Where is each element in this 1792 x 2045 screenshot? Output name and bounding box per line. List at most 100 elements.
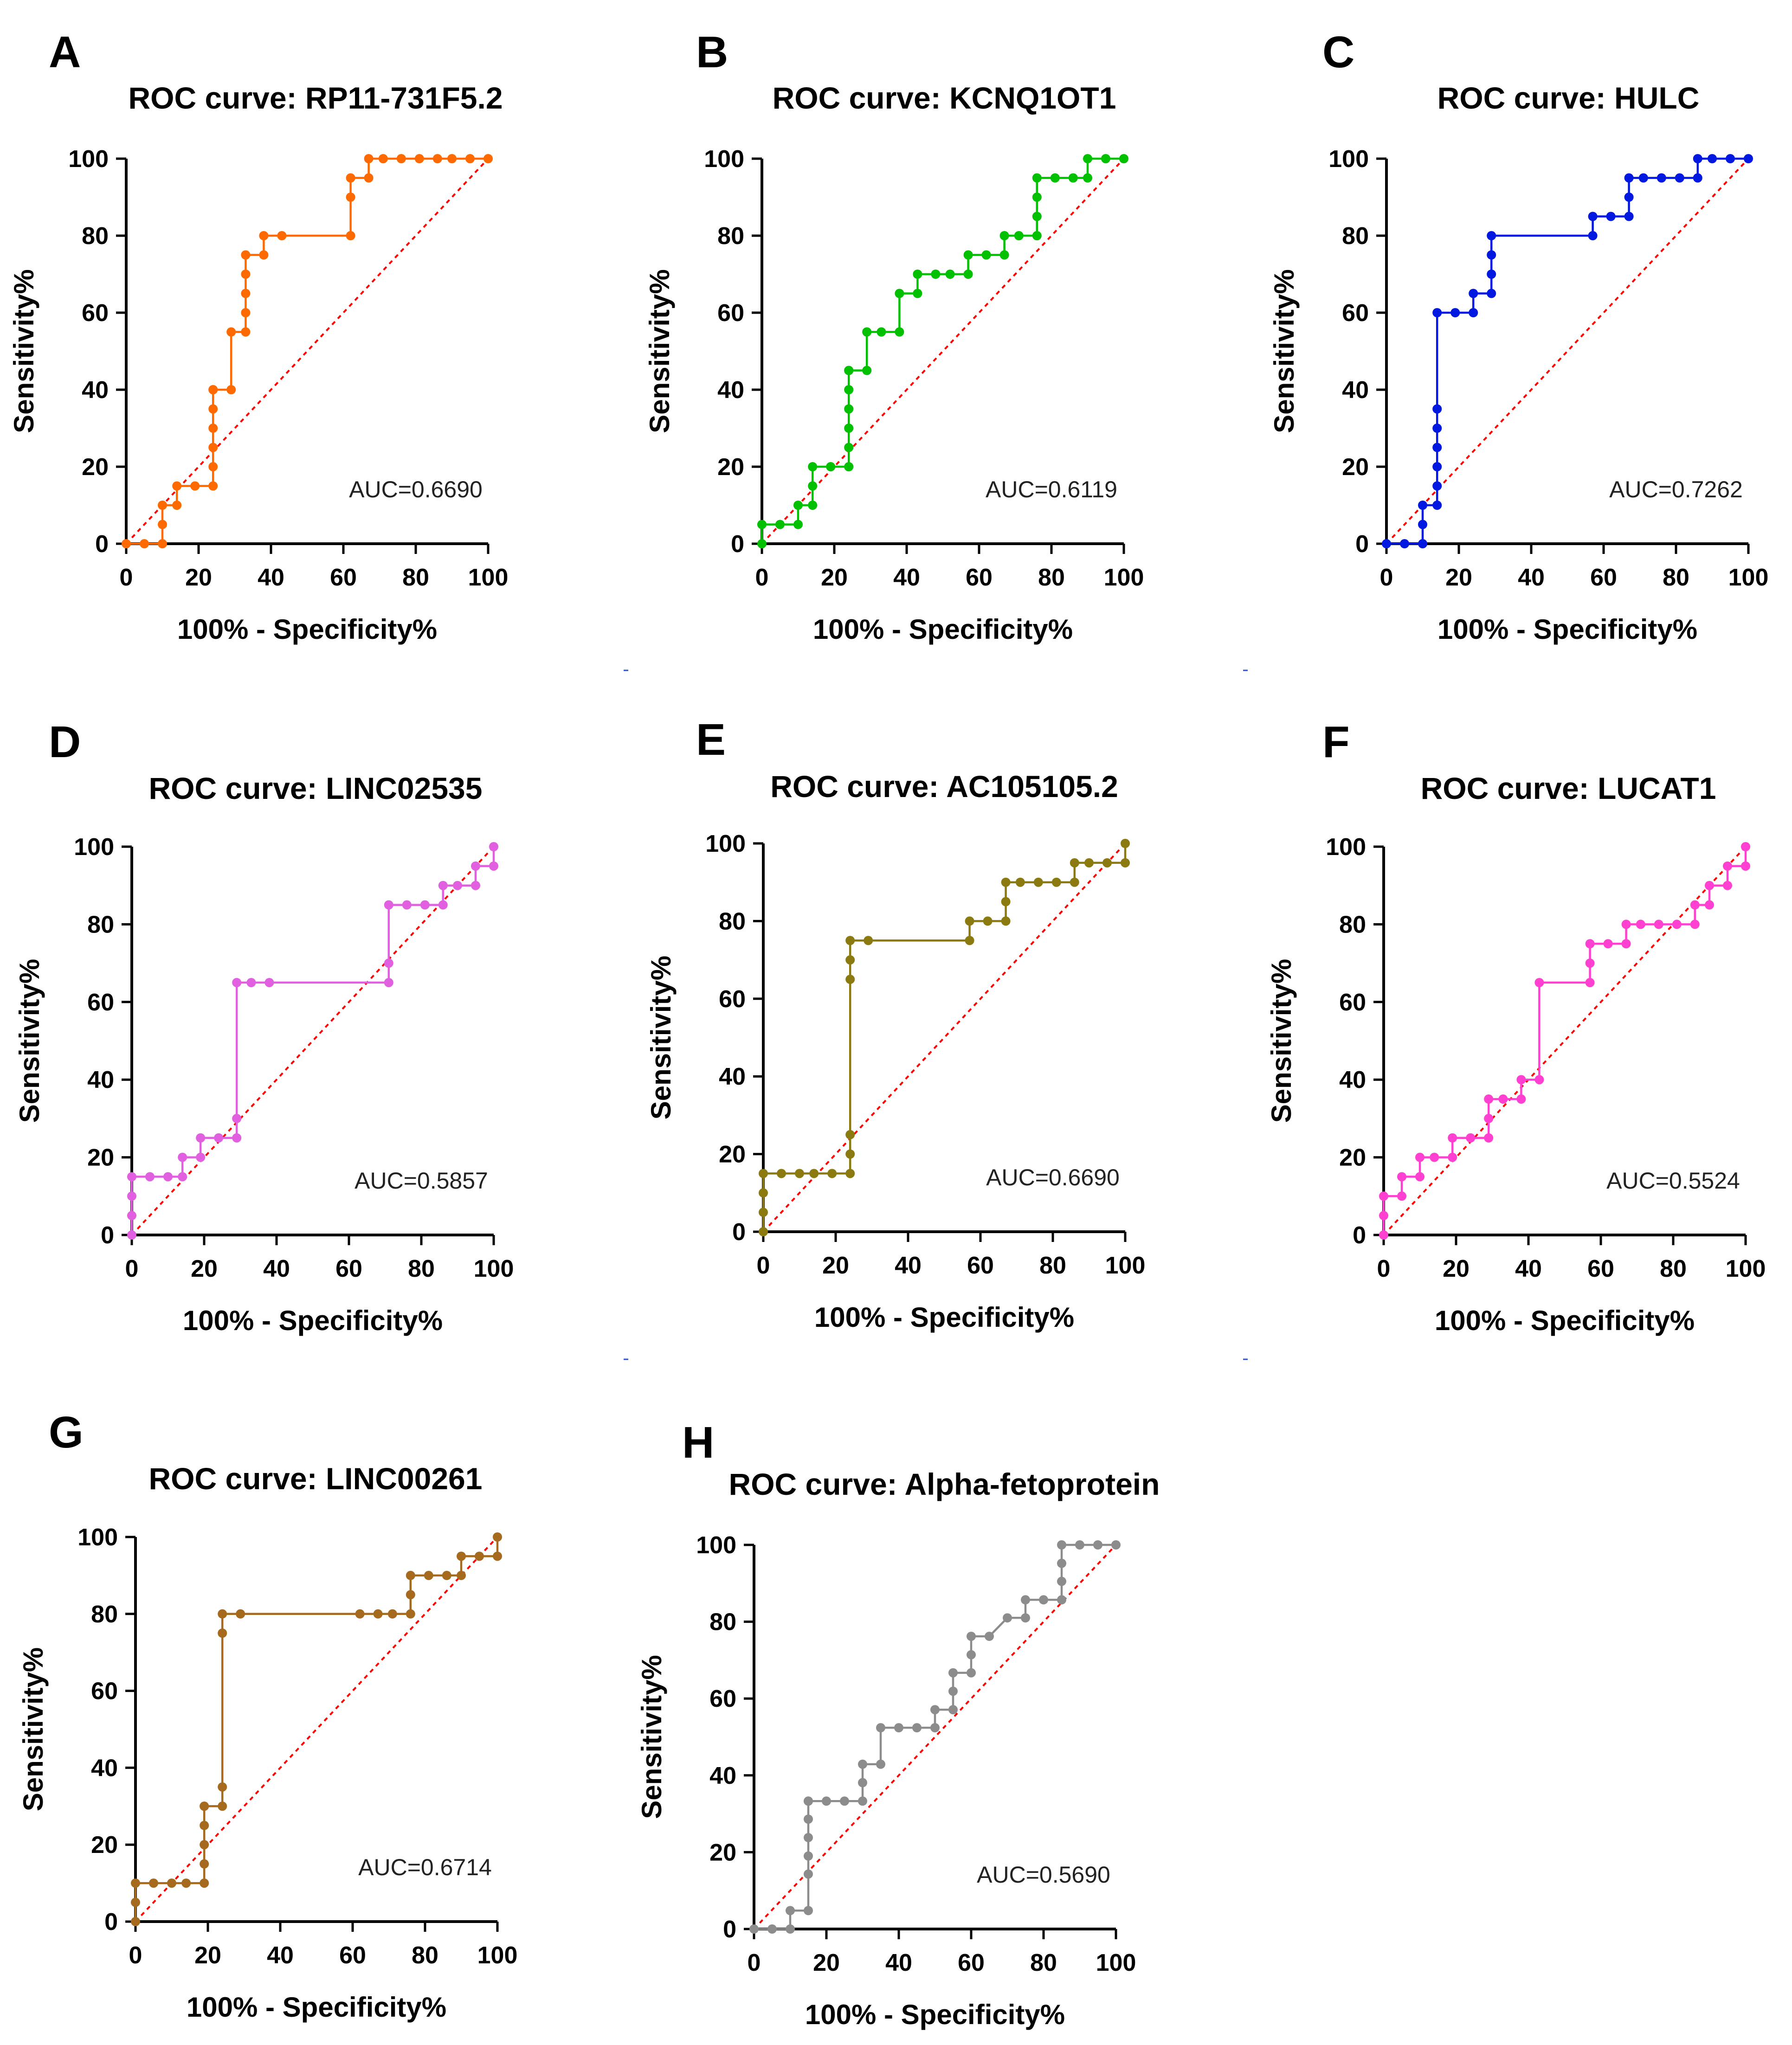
roc-point [1400, 539, 1409, 548]
roc-point [424, 1570, 433, 1580]
roc-point [948, 1705, 958, 1715]
roc-point [493, 1532, 502, 1542]
roc-point [406, 1570, 415, 1580]
roc-point [1516, 1094, 1526, 1104]
roc-point [1588, 231, 1598, 240]
roc-point [1487, 289, 1496, 298]
x-tick-label: 40 [895, 1252, 922, 1279]
x-tick-label: 80 [1039, 1252, 1066, 1279]
roc-point [218, 1782, 227, 1792]
roc-point [172, 481, 182, 491]
roc-point [241, 250, 251, 260]
x-tick-label: 0 [1377, 1255, 1391, 1282]
roc-point [1379, 1191, 1388, 1201]
roc-point [384, 900, 393, 910]
roc-point [777, 1169, 786, 1178]
roc-point [236, 1609, 245, 1619]
y-tick-label: 0 [732, 1219, 746, 1246]
y-axis-label: Sensitivity% [1266, 959, 1297, 1123]
roc-point [1432, 443, 1442, 452]
roc-point [822, 1796, 831, 1806]
roc-point [1690, 900, 1700, 910]
roc-point [844, 443, 854, 452]
roc-point [1415, 1172, 1425, 1182]
roc-point [965, 936, 974, 945]
y-tick-label: 100 [704, 146, 744, 173]
y-tick-label: 100 [74, 834, 114, 861]
roc-point [786, 1924, 795, 1934]
x-tick-label: 60 [1587, 1255, 1614, 1282]
roc-point [384, 977, 393, 987]
y-axis-label: Sensitivity% [14, 959, 45, 1123]
roc-point [158, 501, 167, 510]
x-tick-label: 40 [1515, 1255, 1542, 1282]
roc-point [246, 977, 256, 987]
roc-point [402, 900, 412, 910]
roc-point [241, 270, 251, 279]
roc-point [845, 1169, 855, 1178]
roc-point [158, 520, 167, 529]
y-tick-label: 100 [705, 830, 746, 857]
roc-point [1032, 231, 1042, 240]
roc-panel-a: A ROC curve: RP11-731F5.2 00 20 20 40 40 60 60 80… [8, 27, 508, 645]
roc-point [1448, 1133, 1457, 1143]
roc-point [447, 154, 457, 163]
roc-point [131, 1878, 140, 1888]
roc-point [1003, 1613, 1012, 1623]
y-tick-label: 20 [87, 1145, 114, 1171]
roc-point [1705, 881, 1714, 890]
roc-point [759, 1208, 768, 1217]
x-tick-label: 0 [757, 1252, 770, 1279]
roc-point [277, 231, 287, 240]
roc-point [1534, 977, 1544, 987]
roc-point [985, 1632, 994, 1641]
roc-point [158, 539, 167, 548]
y-axis-label: Sensitivity% [1269, 269, 1300, 433]
roc-point [967, 1632, 976, 1641]
roc-point [355, 1609, 365, 1619]
y-tick-label: 60 [717, 300, 744, 327]
roc-point [127, 1191, 136, 1201]
roc-point [131, 1897, 140, 1907]
roc-panel-e: E ROC curve: AC105105.2 00 20 20 40 40 60 60 80 80… [645, 715, 1145, 1333]
roc-point [858, 1778, 867, 1788]
roc-panel-g: G ROC curve: LINC00261 00 20 20 40 40 60 60 80 80 1… [18, 1408, 517, 2023]
y-tick-label: 0 [731, 531, 744, 558]
x-tick-label: 20 [1445, 564, 1472, 591]
roc-point [493, 1551, 502, 1561]
roc-point [1032, 212, 1042, 221]
roc-point [1039, 1595, 1048, 1605]
roc-point [432, 154, 442, 163]
roc-point [1498, 1094, 1508, 1104]
x-tick-label: 40 [893, 564, 920, 591]
x-tick-label: 60 [958, 1949, 985, 1976]
roc-point [1084, 858, 1094, 868]
roc-point [1744, 154, 1753, 163]
roc-point [218, 1801, 227, 1811]
roc-point [457, 1551, 466, 1561]
y-tick-label: 40 [82, 377, 109, 404]
x-tick-label: 60 [966, 564, 993, 591]
roc-point [804, 1851, 813, 1861]
x-tick-label: 60 [335, 1255, 362, 1282]
panel-letter: B [696, 27, 728, 77]
roc-point [489, 861, 498, 871]
roc-point [208, 443, 218, 452]
roc-point [200, 1801, 209, 1811]
roc-point [1487, 231, 1496, 240]
y-tick-label: 0 [104, 1909, 118, 1936]
x-tick-label: 0 [120, 564, 133, 591]
roc-panel-h: H ROC curve: Alpha-fetoprotein 00 20 20 40 40 6… [636, 1418, 1160, 2030]
roc-point [1450, 308, 1460, 317]
roc-point [1432, 462, 1442, 471]
roc-point [795, 1169, 804, 1178]
roc-point [767, 1924, 777, 1934]
roc-point [1657, 173, 1666, 183]
roc-point [1469, 308, 1478, 317]
x-tick-label: 100 [1726, 1255, 1766, 1282]
x-tick-label: 20 [821, 564, 848, 591]
roc-point [208, 424, 218, 433]
roc-point [465, 154, 475, 163]
y-tick-label: 0 [1355, 531, 1369, 558]
y-tick-label: 40 [717, 377, 744, 404]
